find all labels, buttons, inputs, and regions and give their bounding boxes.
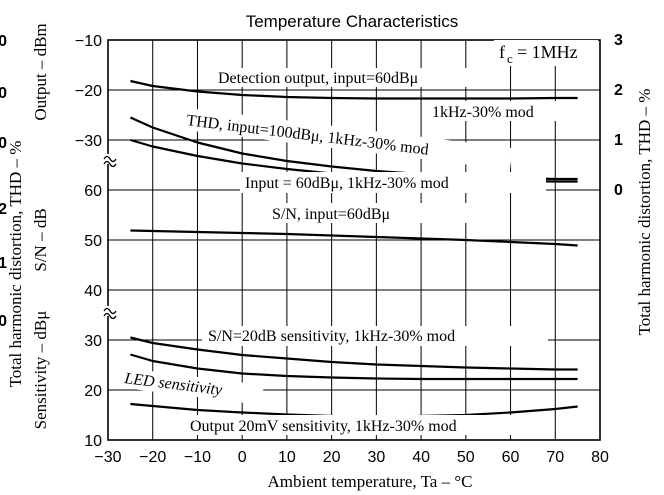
label-background xyxy=(214,68,496,87)
curve-label-sn20: S/N=20dB sensitivity, 1kHz-30% mod xyxy=(208,328,455,345)
curve-label-output20: Output 20mV sensitivity, 1kHz-30% mod xyxy=(190,418,457,435)
axis-break-mark xyxy=(103,312,117,320)
y-tick-label-sn: 40 xyxy=(84,283,102,300)
x-tick-label: 20 xyxy=(323,449,341,466)
label-background xyxy=(202,326,548,346)
y-tick-label-thd-left: 0 xyxy=(0,135,7,152)
chart-title: Temperature Characteristics xyxy=(246,12,459,31)
series-line-5 xyxy=(130,353,578,381)
y-tick-label-sensitivity: 10 xyxy=(84,433,102,450)
x-tick-label: −30 xyxy=(94,449,121,466)
y-tick-label-thd-right: 1 xyxy=(614,132,623,149)
label-background xyxy=(428,101,592,121)
curve-label-sn: S/N, input=60dBμ xyxy=(272,206,390,223)
right-axis-label-thd: Total harmonic distortion, THD – % xyxy=(635,89,654,336)
x-tick-label: 50 xyxy=(457,449,475,466)
tick-labels: −30 −20 −10 0 10 20 30 40 50 60 70 80−10−20−3060504… xyxy=(0,32,623,466)
x-tick-label: −10 xyxy=(184,449,211,466)
y-tick-label-thd-left: 2 xyxy=(0,201,7,218)
svg-text:c: c xyxy=(507,51,513,66)
axis-break-mark xyxy=(103,307,117,315)
label-background xyxy=(240,172,546,193)
curve-label-thd-60: Input = 60dBμ, 1kHz-30% mod xyxy=(245,175,449,192)
left-axis-label-output: Output – dBm xyxy=(31,23,50,120)
svg-text:f: f xyxy=(499,42,505,62)
series-line-3 xyxy=(130,229,578,247)
x-tick-label: 0 xyxy=(238,449,247,466)
y-tick-label-sn: 60 xyxy=(84,183,102,200)
y-tick-label-thd-right: 0 xyxy=(614,182,623,199)
svg-text:= 1MHz: = 1MHz xyxy=(517,42,578,62)
y-tick-label-thd-left: 0 xyxy=(0,313,7,330)
x-tick-label: 60 xyxy=(502,449,520,466)
x-tick-label: 70 xyxy=(546,449,564,466)
axis-break-mark xyxy=(103,160,117,168)
series-line-0 xyxy=(130,79,578,100)
x-axis-label: Ambient temperature, Ta – °C xyxy=(268,472,473,491)
axis-break-mark xyxy=(103,155,117,163)
left-axis-label-sn: S/N – dB xyxy=(31,208,50,271)
label-background xyxy=(266,203,468,223)
y-tick-label-output: −20 xyxy=(75,83,102,100)
y-tick-label-thd-right: 2 xyxy=(614,82,623,99)
series-line-4 xyxy=(130,336,578,371)
x-tick-label: 40 xyxy=(412,449,430,466)
y-tick-label-output: −30 xyxy=(75,133,102,150)
curve-label-backgrounds xyxy=(120,40,598,435)
y-tick-label-sensitivity: 20 xyxy=(84,383,102,400)
x-tick-label: 80 xyxy=(591,449,609,466)
condition-label: f c = 1MHz xyxy=(499,42,578,66)
axis-breaks xyxy=(103,154,120,320)
y-tick-label-sn: 50 xyxy=(84,233,102,250)
y-tick-label-thd-left: 1 xyxy=(0,255,7,272)
x-tick-label: 30 xyxy=(367,449,385,466)
left-axis-label-thd: Total harmonic distortion, THD – % xyxy=(6,141,25,388)
curve-label-detection: Detection output, input=60dBμ 1kHz-30% m… xyxy=(218,70,534,121)
left-axis-label-sensitivity: Sensitivity – dBμ xyxy=(31,311,50,430)
axis-break-gap xyxy=(106,154,120,164)
label-background xyxy=(120,367,264,405)
axis-break-gap xyxy=(106,306,120,316)
y-tick-label-output: −10 xyxy=(75,33,102,50)
label-background xyxy=(182,107,513,170)
x-tick-label: 10 xyxy=(278,449,296,466)
y-tick-label-sensitivity: 30 xyxy=(84,333,102,350)
y-tick-label-thd-left: 0 xyxy=(0,85,7,102)
y-tick-label-thd-left: 0 xyxy=(0,33,7,50)
x-tick-label: −20 xyxy=(139,449,166,466)
y-tick-label-thd-right: 3 xyxy=(614,32,623,49)
svg-text:Detection output, input=60dBμ: Detection output, input=60dBμ xyxy=(218,70,418,87)
label-background xyxy=(186,415,552,435)
label-background xyxy=(494,40,598,66)
svg-text:1kHz-30% mod: 1kHz-30% mod xyxy=(432,104,534,121)
